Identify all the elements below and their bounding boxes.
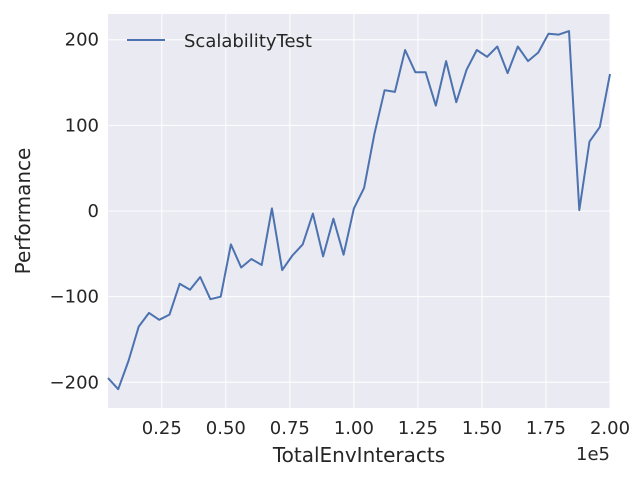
- x-tick-label: 0.50: [206, 418, 246, 439]
- y-tick-label: −200: [50, 372, 99, 393]
- legend-label-scalabilitytest: ScalabilityTest: [184, 31, 312, 52]
- y-tick-label: 100: [65, 115, 99, 136]
- x-tick-label: 1.50: [462, 418, 502, 439]
- series-line-scalabilitytest: [107, 30, 611, 391]
- x-tick-label: 1.75: [526, 418, 566, 439]
- grid-lines: [108, 14, 611, 408]
- legend: ScalabilityTest: [127, 31, 312, 52]
- x-tick-label: 2.00: [590, 418, 630, 439]
- y-axis-label: Performance: [11, 148, 35, 275]
- y-tick-label: −100: [50, 287, 99, 308]
- y-tick-label: 0: [88, 201, 99, 222]
- x-tick-label: 0.75: [270, 418, 310, 439]
- x-tick-label: 0.25: [142, 418, 182, 439]
- x-axis-label: TotalEnvInteracts: [272, 443, 445, 467]
- x-tick-labels: 0.25 0.50 0.75 1.00 1.25 1.50 1.75 2.00: [142, 418, 630, 439]
- y-tick-labels: −200 −100 0 100 200: [50, 30, 99, 394]
- x-tick-label: 1.00: [334, 418, 374, 439]
- x-offset-label: 1e5: [576, 444, 610, 465]
- series-group: [107, 30, 611, 391]
- y-tick-label: 200: [65, 30, 99, 51]
- x-tick-label: 1.25: [398, 418, 438, 439]
